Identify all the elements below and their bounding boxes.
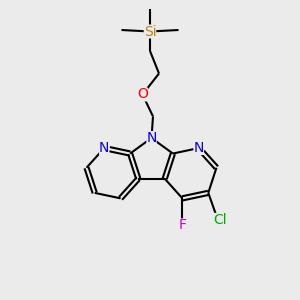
Text: N: N	[194, 141, 204, 155]
Text: F: F	[178, 218, 186, 233]
Text: N: N	[99, 141, 110, 155]
Text: O: O	[137, 88, 148, 101]
Text: N: N	[146, 131, 157, 145]
Text: Si: Si	[144, 25, 156, 38]
Text: Cl: Cl	[214, 213, 227, 227]
